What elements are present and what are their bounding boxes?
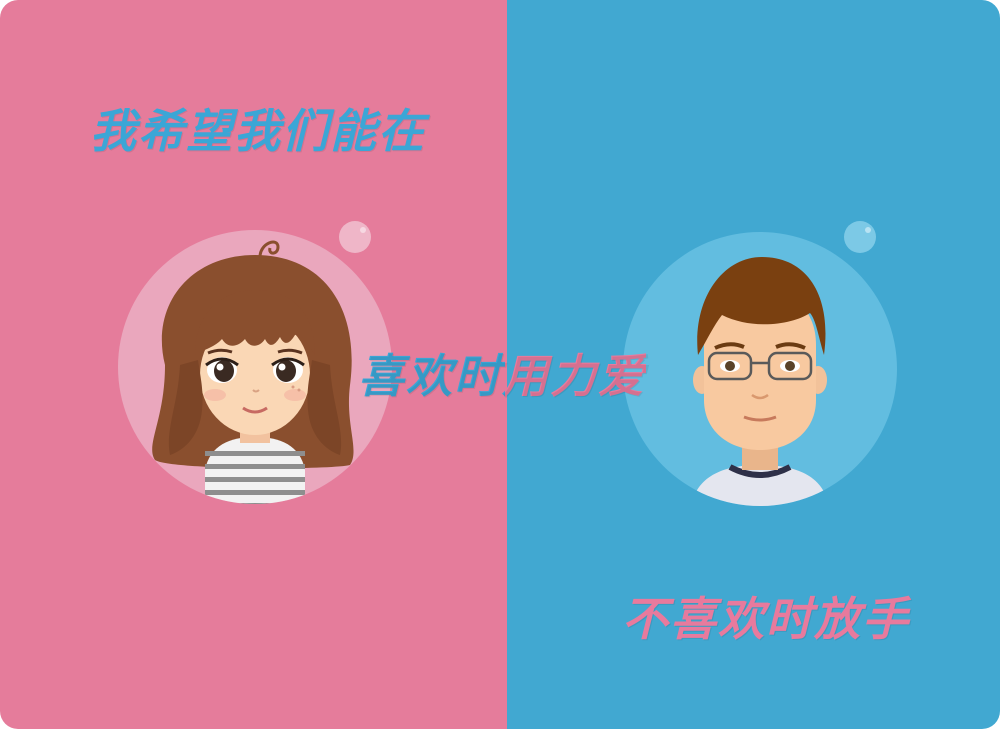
boy-avatar-icon (623, 221, 897, 506)
girl-avatar-icon (118, 221, 392, 504)
top-left-phrase: 我希望我们能在 (90, 104, 426, 158)
bottom-right-phrase: 不喜欢时放手 (622, 592, 910, 646)
center-phrase: 喜欢时用力爱 (358, 340, 646, 406)
